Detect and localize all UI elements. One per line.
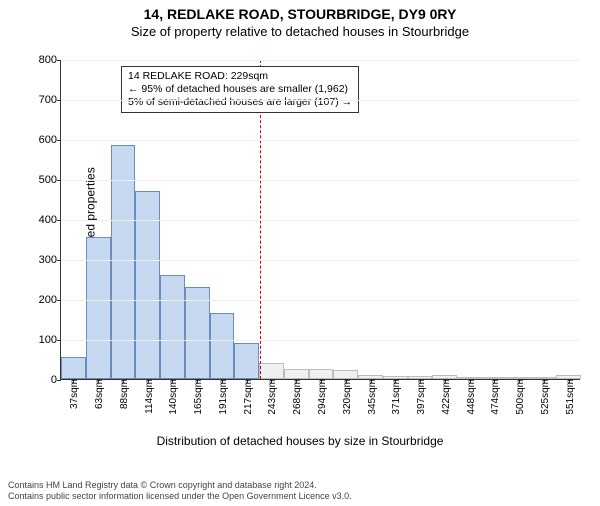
xtick-label: 500sqm [515, 379, 526, 415]
xtick-label: 422sqm [441, 379, 452, 415]
ytick-label: 400 [39, 214, 57, 226]
ytick-label: 700 [39, 94, 57, 106]
gridline [61, 300, 580, 301]
xtick-label: 243sqm [267, 379, 278, 415]
histogram-bar [61, 357, 86, 379]
annotation-line3: 5% of semi-detached houses are larger (1… [128, 96, 352, 109]
ytick-label: 100 [39, 334, 57, 346]
histogram-bar [284, 369, 309, 379]
ytick-label: 800 [39, 54, 57, 66]
xtick-label: 165sqm [193, 379, 204, 415]
x-axis-label: Distribution of detached houses by size … [0, 434, 600, 448]
gridline [61, 60, 580, 61]
ytick-mark [57, 300, 61, 301]
gridline [61, 140, 580, 141]
ytick-mark [57, 60, 61, 61]
xtick-label: 191sqm [218, 379, 229, 415]
gridline [61, 180, 580, 181]
ytick-mark [57, 180, 61, 181]
ytick-label: 500 [39, 174, 57, 186]
annotation-line1: 14 REDLAKE ROAD: 229sqm [128, 70, 352, 83]
annotation-line2: ← 95% of detached houses are smaller (1,… [128, 83, 352, 96]
ytick-mark [57, 100, 61, 101]
xtick-label: 294sqm [317, 379, 328, 415]
xtick-label: 217sqm [243, 379, 254, 415]
gridline [61, 340, 580, 341]
xtick-label: 525sqm [540, 379, 551, 415]
histogram-bar [333, 370, 358, 379]
plot-area: 14 REDLAKE ROAD: 229sqm ← 95% of detache… [60, 60, 580, 380]
ytick-label: 0 [51, 374, 57, 386]
xtick-label: 371sqm [391, 379, 402, 415]
ytick-mark [57, 380, 61, 381]
histogram-bar [309, 369, 334, 379]
xtick-label: 345sqm [367, 379, 378, 415]
xtick-label: 140sqm [168, 379, 179, 415]
histogram-bar [86, 237, 111, 379]
gridline [61, 100, 580, 101]
histogram-bar [160, 275, 185, 379]
histogram-bar [234, 343, 259, 379]
gridline [61, 220, 580, 221]
page-title-subtitle: Size of property relative to detached ho… [0, 24, 600, 39]
annotation-box: 14 REDLAKE ROAD: 229sqm ← 95% of detache… [121, 66, 359, 113]
page-title-address: 14, REDLAKE ROAD, STOURBRIDGE, DY9 0RY [0, 6, 600, 22]
ytick-mark [57, 220, 61, 221]
xtick-label: 63sqm [94, 379, 105, 409]
ytick-mark [57, 260, 61, 261]
histogram-bar [259, 363, 284, 379]
histogram-bar [210, 313, 235, 379]
ytick-label: 200 [39, 294, 57, 306]
chart-container: Number of detached properties 14 REDLAKE… [0, 50, 600, 450]
xtick-label: 114sqm [144, 379, 155, 414]
ytick-label: 600 [39, 134, 57, 146]
ytick-mark [57, 340, 61, 341]
xtick-label: 448sqm [466, 379, 477, 415]
xtick-label: 474sqm [490, 379, 501, 415]
ytick-mark [57, 140, 61, 141]
xtick-label: 320sqm [342, 379, 353, 415]
xtick-label: 551sqm [565, 379, 576, 415]
xtick-label: 88sqm [119, 379, 130, 409]
footer-line2: Contains public sector information licen… [8, 491, 592, 502]
xtick-label: 268sqm [292, 379, 303, 415]
gridline [61, 260, 580, 261]
xtick-label: 37sqm [69, 379, 80, 409]
footer-line1: Contains HM Land Registry data © Crown c… [8, 480, 592, 491]
footer-attribution: Contains HM Land Registry data © Crown c… [8, 480, 592, 502]
ytick-label: 300 [39, 254, 57, 266]
xtick-label: 397sqm [416, 379, 427, 415]
